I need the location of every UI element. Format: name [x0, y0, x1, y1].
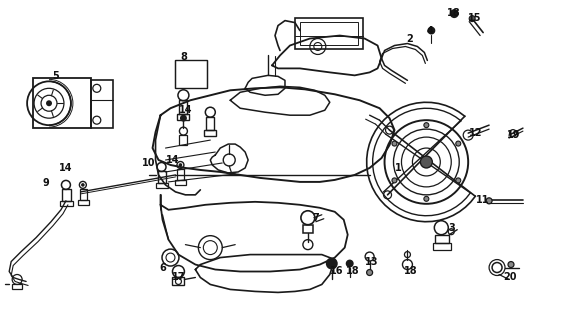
Text: 14: 14 — [59, 163, 73, 173]
Circle shape — [326, 258, 338, 269]
Bar — [435, 235, 449, 243]
Circle shape — [46, 100, 52, 106]
Bar — [158, 171, 167, 183]
Bar — [78, 200, 89, 205]
Text: 12: 12 — [470, 128, 483, 138]
Bar — [91, 80, 113, 128]
Text: 14: 14 — [165, 155, 179, 165]
Bar — [12, 284, 22, 289]
Text: 13: 13 — [365, 257, 378, 267]
Bar — [204, 130, 217, 136]
Text: 10: 10 — [142, 158, 155, 168]
Text: 16: 16 — [330, 266, 343, 276]
Text: 6: 6 — [159, 262, 166, 273]
Text: 7: 7 — [312, 213, 319, 223]
Text: 4: 4 — [427, 26, 434, 36]
Bar — [176, 60, 208, 88]
Circle shape — [180, 115, 187, 122]
Circle shape — [178, 163, 182, 167]
Bar — [33, 78, 91, 128]
Circle shape — [450, 9, 459, 18]
Circle shape — [367, 269, 373, 276]
Circle shape — [469, 16, 475, 22]
Circle shape — [486, 198, 492, 204]
Text: 9: 9 — [43, 178, 49, 188]
Circle shape — [81, 183, 85, 187]
Bar — [60, 201, 73, 206]
Circle shape — [427, 27, 435, 35]
Text: 5: 5 — [53, 71, 59, 81]
Circle shape — [424, 123, 429, 128]
Circle shape — [456, 178, 461, 183]
Text: 19: 19 — [507, 130, 521, 140]
Text: 14: 14 — [178, 105, 192, 115]
Bar — [80, 189, 87, 200]
Circle shape — [346, 260, 353, 268]
Bar — [180, 100, 187, 114]
Text: 11: 11 — [476, 195, 490, 205]
Bar — [176, 180, 186, 185]
Text: 20: 20 — [503, 273, 517, 283]
Bar — [172, 277, 185, 285]
Circle shape — [424, 196, 429, 201]
Text: 18: 18 — [448, 8, 461, 18]
Text: 15: 15 — [468, 12, 482, 23]
Text: 17: 17 — [172, 273, 185, 283]
Circle shape — [420, 156, 433, 168]
Bar — [295, 18, 362, 50]
Bar — [155, 183, 168, 188]
Text: 2: 2 — [406, 34, 413, 44]
Bar — [62, 189, 71, 201]
Circle shape — [392, 178, 397, 183]
Circle shape — [456, 141, 461, 146]
Text: 1: 1 — [395, 163, 402, 173]
Bar — [206, 117, 214, 130]
Bar — [180, 135, 187, 145]
Bar — [433, 243, 451, 250]
Bar — [303, 225, 313, 233]
Bar — [177, 114, 190, 120]
Circle shape — [508, 261, 514, 268]
Text: 18: 18 — [403, 266, 417, 276]
Text: 18: 18 — [346, 266, 360, 276]
Bar — [300, 22, 358, 44]
Text: 8: 8 — [180, 52, 187, 62]
Circle shape — [392, 141, 397, 146]
Text: 3: 3 — [448, 223, 454, 233]
Bar — [177, 169, 185, 180]
